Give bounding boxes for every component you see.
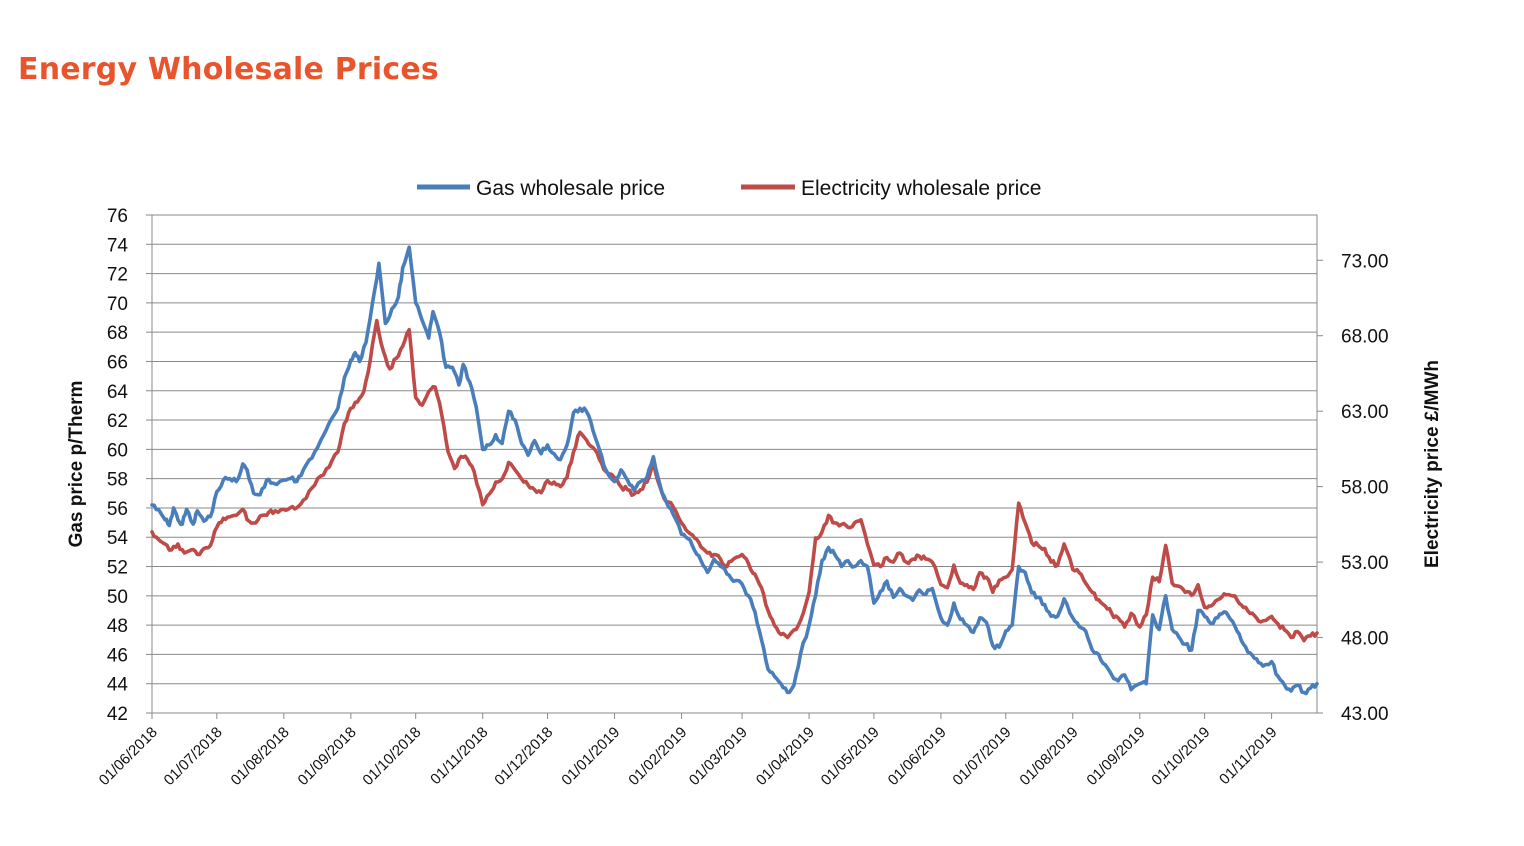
chart-legend: Gas wholesale price Electricity wholesal…: [417, 177, 1041, 200]
left-axis-ticks: 42 44 46 48 50 52 54 56 58 60 62 64 66 68 70 72 74 76: [107, 206, 152, 725]
legend-label-gas: Gas wholesale price: [476, 177, 665, 200]
left-tick-label: 76: [107, 206, 128, 227]
right-axis-ticks: 43.00 48.00 53.00 58.00 63.00 68.00 73.00: [1317, 251, 1389, 725]
x-tick-label: 01/01/2019: [558, 724, 623, 789]
left-tick-label: 48: [107, 616, 128, 637]
right-tick-label: 48.00: [1341, 629, 1389, 650]
right-tick-label: 73.00: [1341, 251, 1389, 272]
x-tick-label: 01/05/2019: [818, 724, 883, 789]
x-axis-ticks: 01/06/2018 01/07/2018 01/08/2018 01/09/2018…: [96, 713, 1280, 789]
plot-area-border: [151, 214, 1318, 714]
gas-price-line: [150, 245, 1319, 696]
x-tick-label: 01/04/2019: [753, 724, 818, 789]
x-tick-label: 01/06/2019: [885, 724, 950, 789]
left-tick-label: 50: [107, 587, 128, 608]
left-tick-label: 62: [107, 411, 128, 432]
right-axis-title: Electricity price £/MWh: [1422, 360, 1443, 568]
x-tick-label: 01/09/2019: [1083, 724, 1148, 789]
left-tick-label: 56: [107, 499, 128, 520]
grid-lines: [152, 214, 1317, 714]
x-tick-label: 01/12/2018: [491, 724, 556, 789]
left-tick-label: 46: [107, 645, 128, 666]
left-axis-title: Gas price p/Therm: [66, 381, 87, 548]
left-tick-label: 74: [107, 235, 129, 256]
left-tick-label: 54: [107, 528, 129, 549]
right-tick-label: 68.00: [1341, 327, 1389, 348]
x-tick-label: 01/02/2019: [625, 724, 690, 789]
x-tick-label: 01/06/2018: [96, 724, 161, 789]
left-tick-label: 70: [107, 294, 128, 315]
left-tick-label: 72: [107, 265, 128, 286]
left-tick-label: 60: [107, 440, 128, 461]
series-lines: [150, 245, 1319, 696]
left-tick-label: 68: [107, 323, 128, 344]
x-tick-label: 01/10/2019: [1148, 724, 1213, 789]
left-tick-label: 52: [107, 558, 128, 579]
left-tick-label: 64: [107, 382, 129, 403]
left-tick-label: 58: [107, 470, 128, 491]
left-tick-label: 44: [107, 675, 129, 696]
left-tick-label: 42: [107, 704, 128, 725]
page-title: Energy Wholesale Prices: [18, 52, 439, 87]
left-tick-label: 66: [107, 352, 128, 373]
x-tick-label: 01/09/2018: [295, 724, 360, 789]
legend-label-electricity: Electricity wholesale price: [801, 177, 1041, 200]
right-tick-label: 53.00: [1341, 553, 1389, 574]
x-tick-label: 01/07/2018: [161, 724, 226, 789]
x-tick-label: 01/10/2018: [359, 724, 424, 789]
x-tick-label: 01/08/2019: [1016, 724, 1081, 789]
x-tick-label: 01/08/2018: [228, 724, 293, 789]
x-tick-label: 01/11/2019: [1216, 724, 1280, 788]
right-tick-label: 58.00: [1341, 478, 1389, 499]
x-tick-label: 01/11/2018: [427, 724, 491, 788]
x-tick-label: 01/03/2019: [686, 724, 751, 789]
x-tick-label: 01/07/2019: [949, 724, 1014, 789]
right-tick-label: 43.00: [1341, 704, 1389, 725]
electricity-price-line: [150, 318, 1319, 643]
right-tick-label: 63.00: [1341, 402, 1389, 423]
